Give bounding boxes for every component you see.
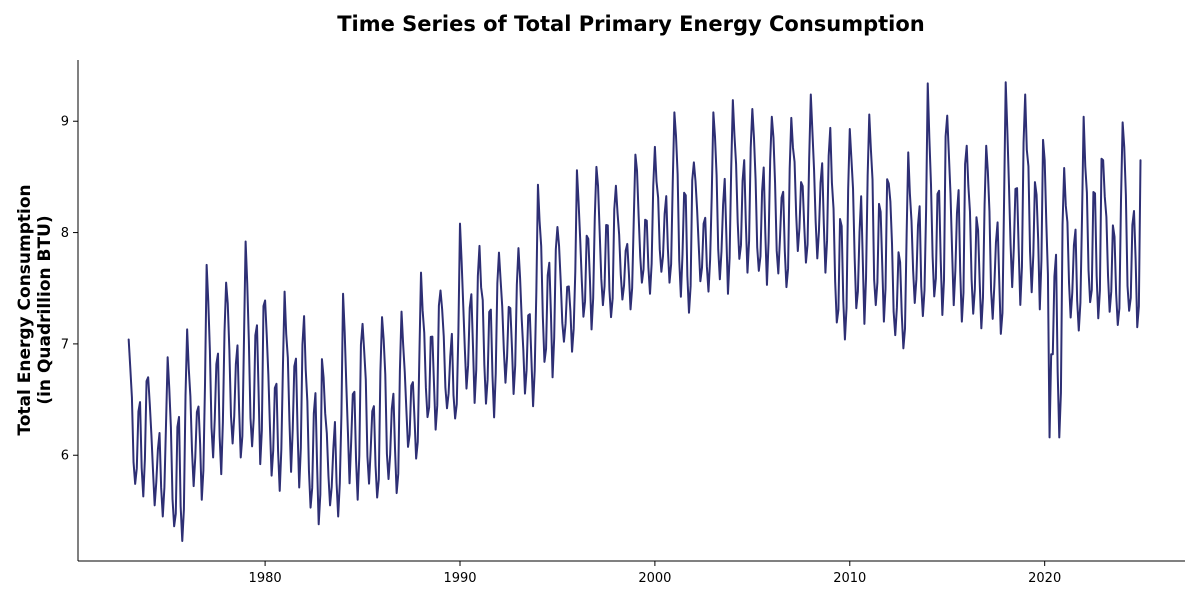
y-tick-label: 6 bbox=[61, 449, 69, 464]
chart-title: Time Series of Total Primary Energy Cons… bbox=[337, 12, 925, 36]
y-axis-ticks: 6 7 8 9 bbox=[61, 115, 78, 464]
x-axis-ticks: 1980 1990 2000 2010 2020 bbox=[249, 561, 1061, 586]
series-line bbox=[127, 81, 1142, 542]
x-tick-label: 2020 bbox=[1028, 571, 1061, 586]
y-axis-label-line-1: Total Energy Consumption bbox=[15, 184, 35, 435]
y-tick-label: 8 bbox=[61, 226, 69, 241]
plot-area bbox=[127, 81, 1142, 542]
x-tick-label: 1990 bbox=[443, 571, 476, 586]
x-tick-label: 2000 bbox=[638, 571, 671, 586]
y-axis-label-line-2: (in Quadrillion BTU) bbox=[35, 215, 55, 404]
x-tick-label: 2010 bbox=[833, 571, 866, 586]
x-tick-label: 1980 bbox=[249, 571, 282, 586]
y-tick-label: 7 bbox=[61, 337, 69, 352]
y-tick-label: 9 bbox=[61, 115, 69, 130]
y-axis-label-group: Total Energy Consumption (in Quadrillion… bbox=[15, 184, 55, 435]
